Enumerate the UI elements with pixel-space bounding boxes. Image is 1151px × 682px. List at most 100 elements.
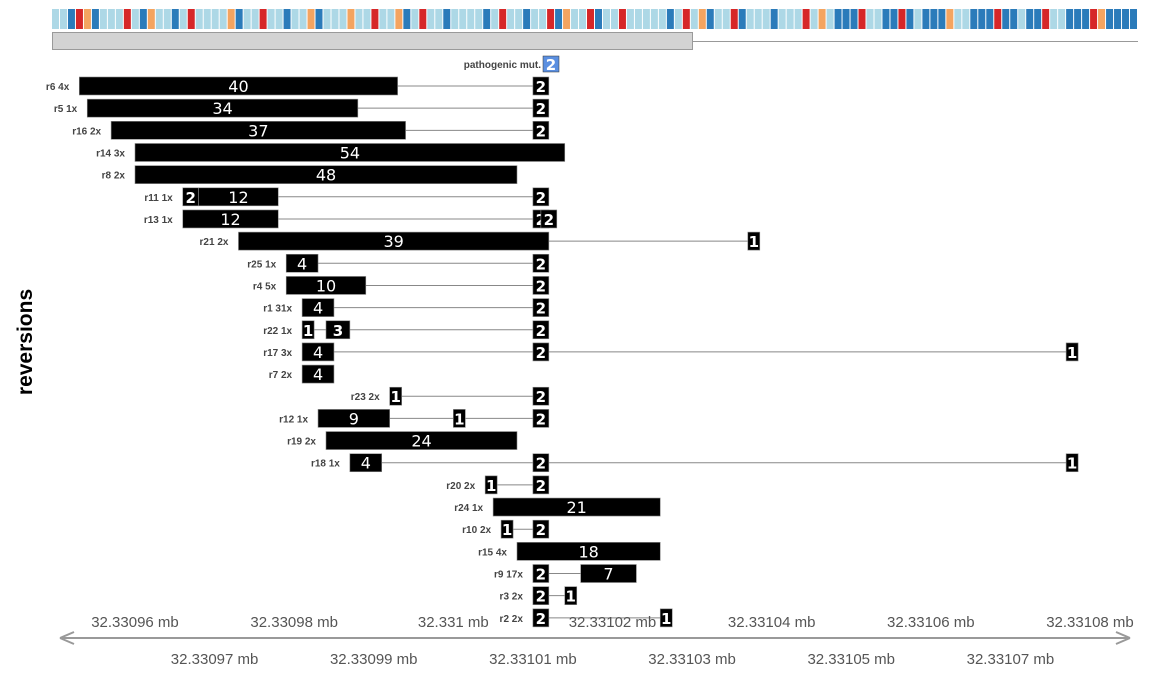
sequence-cell bbox=[634, 9, 642, 29]
reversion-row[interactable]: r13 1x1222 bbox=[144, 209, 558, 229]
segment-bar[interactable] bbox=[516, 542, 661, 561]
segment-bar[interactable] bbox=[1065, 453, 1079, 473]
segment-bar[interactable] bbox=[532, 586, 550, 605]
reversion-row[interactable]: r15 4x 18 bbox=[478, 542, 661, 561]
axis-left-arrow-icon bbox=[59, 631, 75, 645]
reversion-row[interactable]: r12 1x 9 1 2 bbox=[279, 409, 550, 428]
segment-bar[interactable] bbox=[389, 386, 402, 406]
segment-bar[interactable] bbox=[532, 187, 550, 207]
reversion-row[interactable]: r6 4x 40 2 bbox=[46, 76, 550, 96]
segment-bar[interactable] bbox=[532, 519, 550, 539]
reversion-row[interactable]: r25 1x 4 2 bbox=[247, 253, 550, 273]
segment-bar[interactable] bbox=[532, 298, 550, 317]
segment-bar[interactable] bbox=[532, 608, 550, 628]
sequence-cell bbox=[1010, 9, 1018, 29]
segment-bar[interactable] bbox=[301, 342, 335, 362]
reversion-row[interactable]: r1 31x 4 2 bbox=[263, 298, 550, 318]
segment-bar[interactable] bbox=[453, 409, 466, 428]
reversion-row[interactable]: r8 2x 48 bbox=[102, 165, 518, 185]
segment-bar[interactable] bbox=[86, 98, 359, 118]
segment-bar[interactable] bbox=[492, 497, 661, 517]
sequence-cell bbox=[579, 9, 587, 29]
segment-bar[interactable] bbox=[78, 76, 398, 96]
segment-label: 2 bbox=[536, 455, 546, 473]
sequence-cell bbox=[435, 9, 443, 29]
reversion-row[interactable]: r16 2x 37 2 bbox=[72, 121, 550, 140]
reversion-row[interactable]: r5 1x 34 2 bbox=[54, 98, 550, 118]
sequence-cell bbox=[491, 9, 499, 29]
reversion-row[interactable]: r3 2x 2 1 bbox=[500, 586, 578, 606]
reversion-row[interactable]: r19 2x 24 bbox=[287, 431, 518, 451]
segment-label: 1 bbox=[566, 588, 576, 606]
segment-bar[interactable] bbox=[301, 298, 335, 317]
segment-label: 39 bbox=[383, 232, 403, 251]
segment-bar[interactable] bbox=[532, 386, 550, 406]
segment-bar[interactable] bbox=[532, 76, 550, 96]
segment-bar[interactable] bbox=[564, 586, 578, 605]
segment-bar[interactable] bbox=[532, 564, 550, 583]
x-tick-label: 32.33105 mb bbox=[807, 651, 895, 668]
segment-bar[interactable] bbox=[349, 453, 383, 473]
segment-label: 48 bbox=[316, 166, 336, 185]
segment-label: 1 bbox=[661, 610, 671, 628]
sequence-cell bbox=[371, 9, 379, 29]
reversion-row[interactable]: r17 3x 4 2 1 bbox=[263, 342, 1079, 362]
sequence-cell bbox=[419, 9, 427, 29]
segment-bar[interactable] bbox=[540, 209, 558, 229]
segment-bar[interactable] bbox=[580, 564, 637, 583]
segment-bar[interactable] bbox=[532, 276, 550, 295]
segment-bar[interactable] bbox=[285, 276, 367, 295]
reversion-row[interactable]: r7 2x 4 bbox=[269, 364, 335, 384]
segment-bar[interactable] bbox=[325, 431, 518, 450]
segment-bar[interactable] bbox=[532, 475, 550, 495]
segment-bar[interactable] bbox=[747, 231, 761, 251]
reversion-row[interactable]: r9 17x 2 7 bbox=[494, 564, 637, 584]
reversion-row[interactable]: r10 2x 1 2 bbox=[462, 519, 550, 539]
sequence-cell bbox=[882, 9, 890, 29]
reversion-row[interactable]: r20 2x 1 2 bbox=[446, 475, 550, 495]
reversion-row[interactable]: r24 1x 21 bbox=[454, 497, 661, 517]
segment-bar[interactable] bbox=[532, 98, 550, 118]
segment-label: 7 bbox=[603, 565, 613, 584]
segment-bar[interactable] bbox=[198, 187, 279, 207]
reversion-row[interactable]: r11 1x 2 12 2 bbox=[144, 187, 550, 207]
segment-bar[interactable] bbox=[182, 209, 279, 229]
segment-bar[interactable] bbox=[1065, 342, 1079, 362]
segment-bar[interactable] bbox=[134, 165, 518, 184]
reversion-row[interactable]: r23 2x 1 2 bbox=[351, 386, 550, 406]
segment-bar[interactable] bbox=[532, 320, 550, 340]
segment-bar[interactable] bbox=[134, 143, 566, 162]
sequence-cell bbox=[563, 9, 571, 29]
scroll-thumb[interactable] bbox=[52, 32, 693, 50]
segment-bar[interactable] bbox=[317, 409, 390, 428]
segment-label: 2 bbox=[536, 78, 546, 96]
reversion-row[interactable]: r18 1x 4 2 1 bbox=[311, 453, 1079, 473]
segment-bar[interactable] bbox=[532, 409, 550, 428]
segment-bar[interactable] bbox=[484, 475, 498, 495]
reversion-row[interactable]: r21 2x 39 1 bbox=[200, 231, 761, 251]
segment-bar[interactable] bbox=[532, 121, 550, 140]
sequence-cell bbox=[299, 9, 307, 29]
row-label: r21 2x bbox=[200, 237, 229, 248]
segment-label: 2 bbox=[536, 189, 546, 207]
segment-bar[interactable] bbox=[659, 608, 673, 628]
sequence-cell bbox=[826, 9, 834, 29]
segment-bar[interactable] bbox=[285, 253, 319, 273]
segment-bar[interactable] bbox=[532, 342, 550, 362]
segment-bar[interactable] bbox=[532, 453, 550, 473]
reversion-row[interactable]: r4 5x 10 2 bbox=[253, 276, 550, 295]
reversion-row[interactable]: r14 3x 54 bbox=[96, 143, 566, 162]
reversion-row[interactable]: r2 2x 2 1 bbox=[500, 608, 673, 628]
reversion-row[interactable]: r22 1x 1 3 2 bbox=[263, 320, 550, 340]
segment-bar[interactable] bbox=[301, 364, 335, 384]
segment-bar[interactable] bbox=[110, 121, 406, 140]
pathogenic-row: pathogenic mut. 2 bbox=[464, 55, 560, 74]
segment-bar[interactable] bbox=[238, 231, 550, 251]
segment-bar[interactable] bbox=[500, 519, 514, 539]
sequence-cell bbox=[738, 9, 746, 29]
segment-bar[interactable] bbox=[301, 320, 315, 340]
sequence-cell bbox=[483, 9, 491, 29]
sequence-cell bbox=[1090, 9, 1098, 29]
segment-bar[interactable] bbox=[532, 253, 550, 273]
segment-bar[interactable] bbox=[325, 320, 351, 340]
